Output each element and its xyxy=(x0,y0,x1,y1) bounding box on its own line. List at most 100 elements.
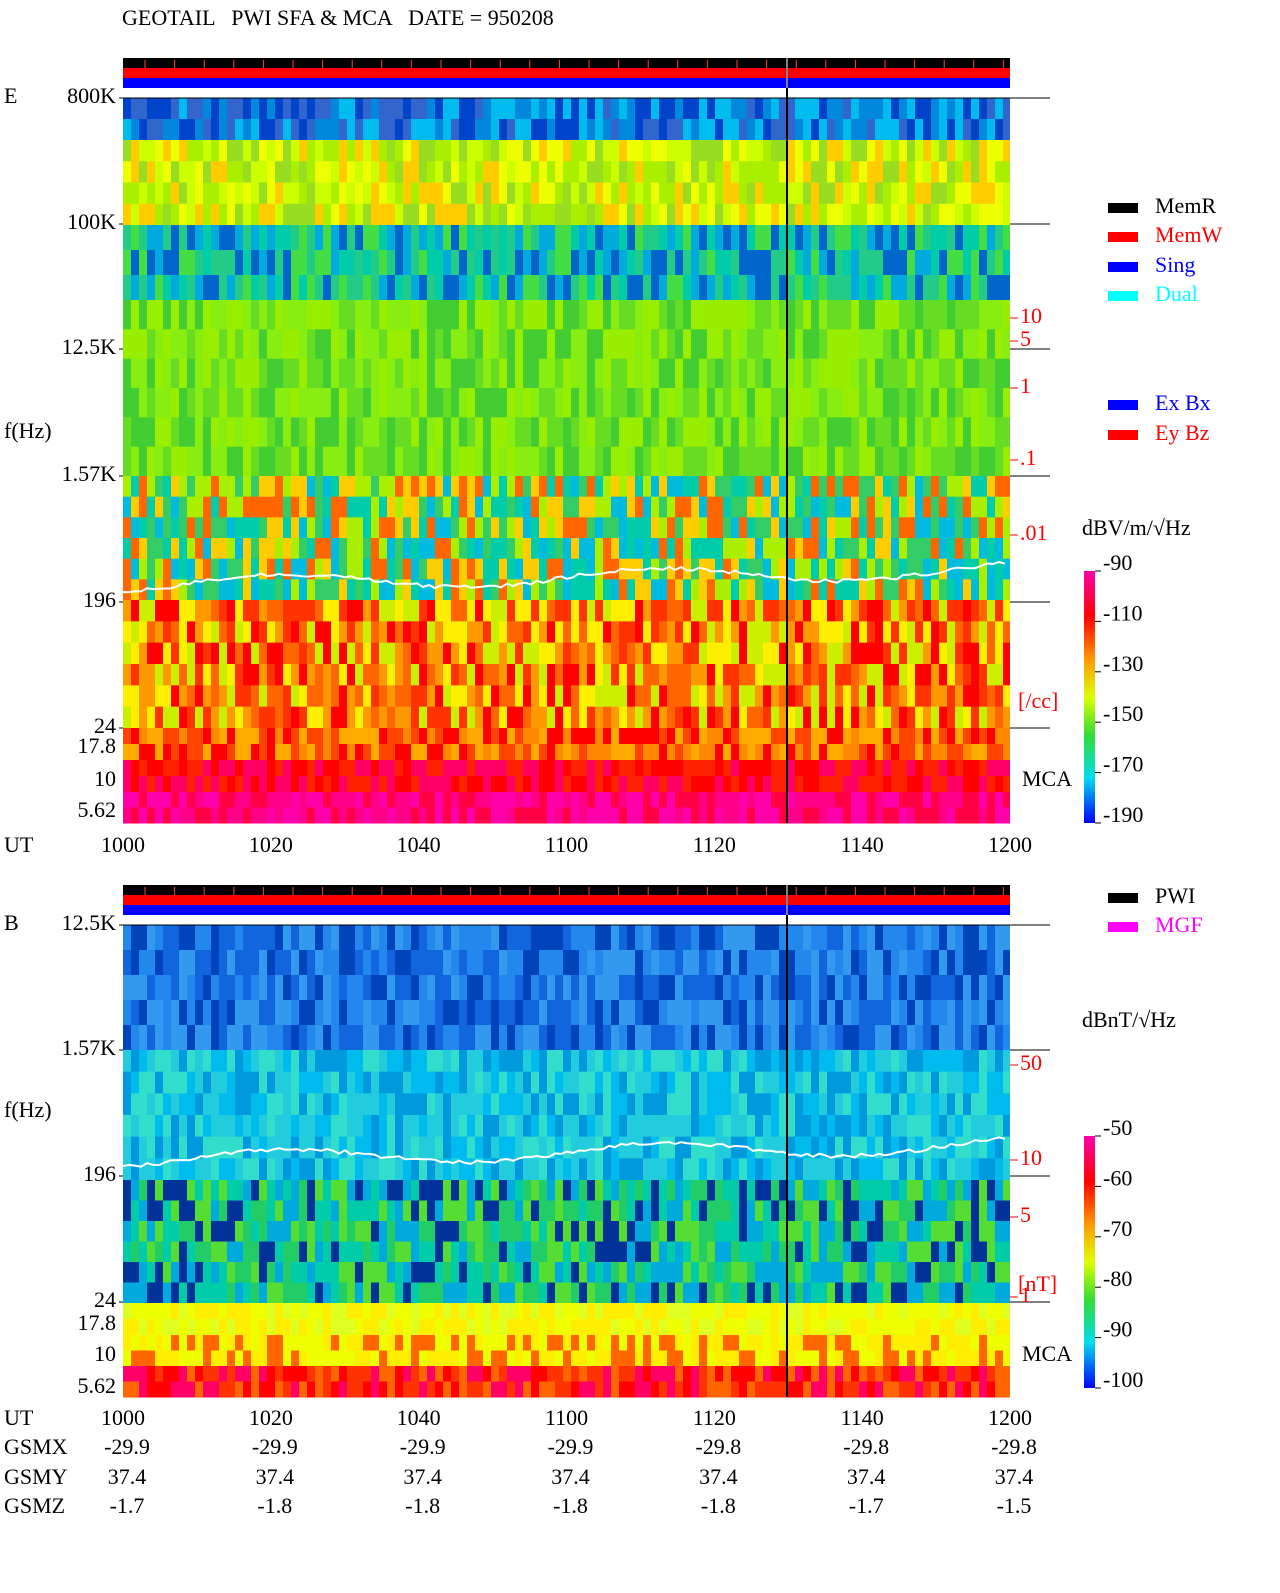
spectrogram-cell xyxy=(699,417,707,448)
spectrogram-cell xyxy=(619,925,627,951)
spectrogram-cell xyxy=(947,250,955,276)
spectrogram-cell xyxy=(635,642,643,665)
spectrogram-cell xyxy=(827,1050,835,1073)
spectrogram-cell xyxy=(491,225,499,251)
spectrogram-cell xyxy=(683,1115,691,1138)
spectrogram-cell xyxy=(867,476,875,498)
spectrogram-cell xyxy=(947,744,955,761)
spectrogram-cell xyxy=(515,1025,523,1051)
spectrogram-cell xyxy=(323,517,331,539)
spectrogram-cell xyxy=(427,476,435,498)
spectrogram-cell xyxy=(203,250,211,276)
spectrogram-cell xyxy=(219,329,227,360)
spectrogram-cell xyxy=(691,1180,699,1201)
spectrogram-cell xyxy=(123,225,131,251)
spectrogram-cell xyxy=(635,358,643,389)
spectrogram-cell xyxy=(923,161,931,183)
spectrogram-cell xyxy=(923,517,931,539)
spectrogram-cell xyxy=(787,579,795,601)
spectrogram-cell xyxy=(555,1050,563,1073)
spectrogram-cell xyxy=(635,496,643,518)
spectrogram-cell xyxy=(675,558,683,580)
spectrogram-cell xyxy=(955,792,963,808)
spectrogram-cell xyxy=(643,98,651,120)
spectrogram-cell xyxy=(139,140,147,162)
spectrogram-cell xyxy=(379,275,387,301)
spectrogram-cell xyxy=(571,621,579,644)
spectrogram-cell xyxy=(235,417,243,448)
spectrogram-cell xyxy=(515,728,523,745)
spectrogram-cell xyxy=(219,203,227,226)
spectrogram-cell xyxy=(163,792,171,808)
spectrogram-cell xyxy=(883,776,891,793)
spectrogram-cell xyxy=(723,1093,731,1116)
spectrogram-cell xyxy=(339,140,347,162)
spectrogram-cell xyxy=(587,119,595,141)
spectrogram-cell xyxy=(979,98,987,120)
spectrogram-cell xyxy=(491,119,499,141)
spectrogram-cell xyxy=(283,728,291,745)
spectrogram-cell xyxy=(347,329,355,360)
spectrogram-cell xyxy=(763,538,771,560)
spectrogram-cell xyxy=(667,1180,675,1201)
spectrogram-cell xyxy=(363,1093,371,1116)
spectrogram-cell xyxy=(755,275,763,301)
spectrogram-cell xyxy=(555,579,563,601)
spectrogram-cell xyxy=(651,950,659,976)
spectrogram-cell xyxy=(259,925,267,951)
spectrogram-cell xyxy=(443,517,451,539)
spectrogram-cell xyxy=(843,664,851,686)
spectrogram-cell xyxy=(491,300,499,330)
spectrogram-cell xyxy=(683,1000,691,1026)
spectrogram-cell xyxy=(571,1000,579,1026)
spectrogram-cell xyxy=(835,1050,843,1073)
spectrogram-cell xyxy=(699,329,707,360)
spectrogram-cell xyxy=(995,975,1003,1001)
spectrogram-cell xyxy=(387,1136,395,1159)
spectrogram-cell xyxy=(675,1093,683,1116)
spectrogram-cell xyxy=(635,250,643,276)
spectrogram-cell xyxy=(843,182,851,205)
spectrogram-cell xyxy=(379,1115,387,1138)
spectrogram-cell xyxy=(931,1025,939,1051)
spectrogram-cell xyxy=(371,225,379,251)
spectrogram-cell xyxy=(483,792,491,808)
spectrogram-cell xyxy=(739,950,747,976)
spectrogram-cell xyxy=(843,1071,851,1094)
spectrogram-cell xyxy=(315,728,323,745)
spectrogram-cell xyxy=(931,1158,939,1181)
spectrogram-cell xyxy=(987,728,995,745)
spectrogram-cell xyxy=(355,446,363,477)
spectrogram-cell xyxy=(307,1136,315,1159)
spectrogram-cell xyxy=(923,1093,931,1116)
spectrogram-cell xyxy=(603,250,611,276)
spectrogram-cell xyxy=(915,538,923,560)
spectrogram-cell xyxy=(763,1136,771,1159)
spectrogram-cell xyxy=(379,1136,387,1159)
spectrogram-cell xyxy=(131,744,139,761)
spectrogram-cell xyxy=(579,1050,587,1073)
spectrogram-cell xyxy=(683,950,691,976)
spectrogram-cell xyxy=(187,417,195,448)
spectrogram-cell xyxy=(147,1093,155,1116)
spectrogram-cell xyxy=(211,1093,219,1116)
spectrogram-cell xyxy=(947,1115,955,1138)
spectrogram-cell xyxy=(291,388,299,418)
spectrogram-cell xyxy=(371,1136,379,1159)
spectrogram-cell xyxy=(691,1158,699,1181)
spectrogram-cell xyxy=(443,1071,451,1094)
spectrogram-cell xyxy=(371,1115,379,1138)
spectrogram-cell xyxy=(795,558,803,580)
spectrogram-cell xyxy=(795,388,803,418)
spectrogram-cell xyxy=(891,476,899,498)
spectrogram-cell xyxy=(875,250,883,276)
spectrogram-cell xyxy=(571,98,579,120)
spectrogram-cell xyxy=(139,517,147,539)
spectrogram-cell xyxy=(403,600,411,622)
spectrogram-cell xyxy=(539,807,547,824)
spectrogram-cell xyxy=(995,600,1003,622)
spectrogram-cell xyxy=(347,579,355,601)
spectrogram-cell xyxy=(315,476,323,498)
spectrogram-cell xyxy=(675,685,683,708)
spectrogram-cell xyxy=(787,182,795,205)
